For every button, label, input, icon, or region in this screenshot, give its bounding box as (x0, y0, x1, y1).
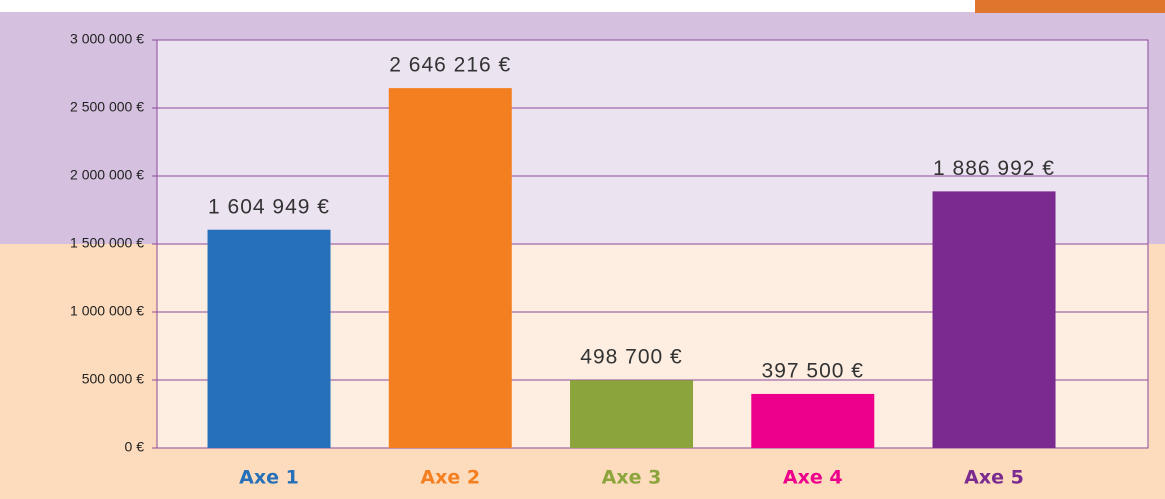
x-tick-label: Axe 2 (420, 467, 480, 489)
value-label: 498 700 € (580, 346, 682, 369)
bar (570, 380, 694, 448)
corner-tab (975, 0, 1165, 13)
value-label: 1 604 949 € (208, 195, 330, 218)
y-tick-label: 3 000 000 € (70, 31, 144, 47)
bar (388, 88, 512, 448)
bar (932, 191, 1056, 449)
y-tick-label: 2 000 000 € (70, 167, 144, 183)
y-tick-label: 500 000 € (82, 371, 144, 387)
y-tick-label: 1 500 000 € (70, 235, 144, 251)
y-tick-label: 1 000 000 € (70, 303, 144, 319)
bar (751, 393, 875, 448)
y-tick-label: 0 € (125, 439, 145, 455)
x-tick-label: Axe 5 (964, 467, 1024, 489)
value-label: 397 500 € (762, 359, 864, 382)
bar (207, 229, 331, 448)
value-label: 2 646 216 € (389, 54, 511, 77)
y-tick-label: 2 500 000 € (70, 99, 144, 115)
x-tick-label: Axe 3 (602, 467, 662, 489)
value-label: 1 886 992 € (933, 157, 1055, 180)
x-tick-label: Axe 4 (783, 467, 843, 489)
x-tick-label: Axe 1 (239, 467, 299, 489)
